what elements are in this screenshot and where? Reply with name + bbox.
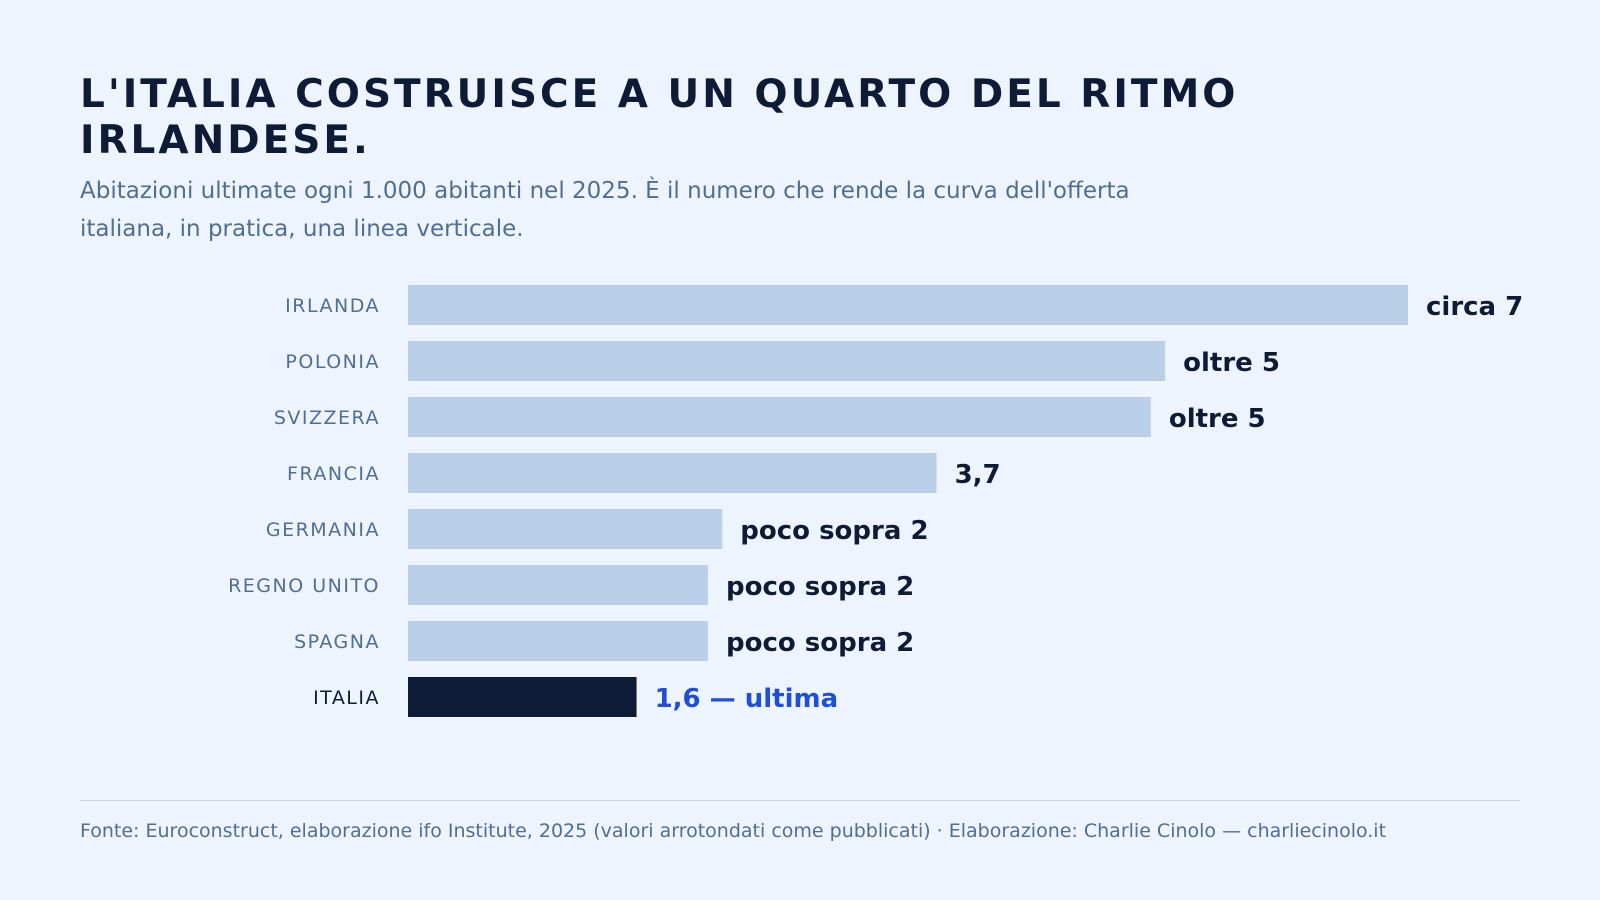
bar-svizzera	[408, 397, 1151, 437]
source-note: Fonte: Euroconstruct, elaborazione ifo I…	[80, 820, 1387, 842]
category-label-spagna: SPAGNA	[294, 631, 380, 653]
bar-regno-unito	[408, 565, 708, 605]
category-label-italia: ITALIA	[313, 687, 380, 709]
bar-polonia	[408, 341, 1166, 381]
footer-divider	[80, 800, 1520, 801]
value-label-irlanda: circa 7	[1426, 292, 1523, 322]
category-label-svizzera: SVIZZERA	[274, 407, 380, 429]
category-label-francia: FRANCIA	[287, 463, 380, 485]
value-label-italia: 1,6 — ultima	[655, 684, 839, 714]
value-label-svizzera: oltre 5	[1169, 404, 1266, 434]
value-label-polonia: oltre 5	[1183, 348, 1280, 378]
value-label-francia: 3,7	[955, 460, 1001, 490]
category-label-regno-unito: REGNO UNITO	[228, 575, 380, 597]
value-label-germania: poco sopra 2	[740, 516, 928, 546]
category-label-irlanda: IRLANDA	[285, 295, 380, 317]
chart-title: L'ITALIA COSTRUISCE A UN QUARTO DEL RITM…	[80, 72, 1239, 163]
value-label-spagna: poco sopra 2	[726, 628, 914, 658]
bar-germania	[408, 509, 723, 549]
bar-francia	[408, 453, 937, 493]
category-label-germania: GERMANIA	[266, 519, 380, 541]
bar-spagna	[408, 621, 708, 661]
bar-irlanda	[408, 285, 1408, 325]
value-label-regno-unito: poco sopra 2	[726, 572, 914, 602]
bar-italia	[408, 677, 637, 717]
category-label-polonia: POLONIA	[285, 351, 380, 373]
bar-chart: IRLANDA circa 7 POLONIA oltre 5 SVIZZERA oltr…	[228, 285, 1523, 717]
chart-subtitle: Abitazioni ultimate ogni 1.000 abitanti …	[80, 178, 1130, 242]
